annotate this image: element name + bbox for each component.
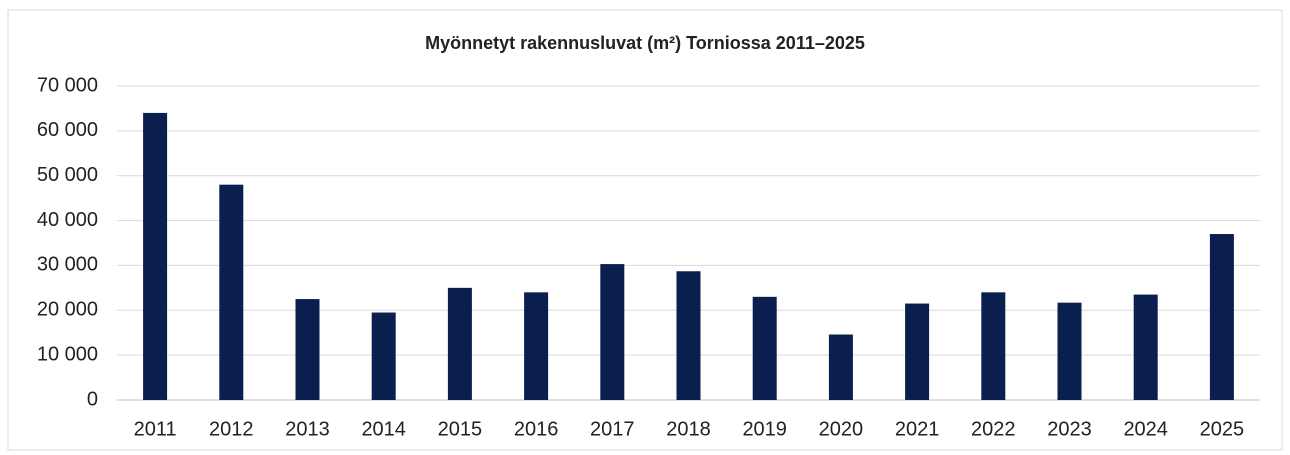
y-tick-label: 50 000 <box>37 164 98 186</box>
y-tick-label: 30 000 <box>37 254 98 276</box>
bar <box>905 303 930 400</box>
x-tick-label: 2021 <box>895 418 940 440</box>
x-tick-label: 2019 <box>742 418 787 440</box>
x-tick-label: 2020 <box>819 418 864 440</box>
bar <box>219 184 244 400</box>
x-tick-label: 2016 <box>514 418 559 440</box>
y-tick-label: 0 <box>87 388 98 410</box>
x-tick-label: 2024 <box>1123 418 1168 440</box>
y-tick-label: 60 000 <box>37 119 98 141</box>
x-tick-label: 2011 <box>134 418 177 440</box>
x-tick-label: 2012 <box>209 418 254 440</box>
x-tick-label: 2013 <box>285 418 330 440</box>
y-tick-label: 40 000 <box>37 209 98 231</box>
x-tick-label: 2022 <box>971 418 1016 440</box>
bar <box>524 292 549 400</box>
bar <box>1057 302 1082 400</box>
x-tick-label: 2018 <box>666 418 711 440</box>
x-tick-label: 2015 <box>438 418 483 440</box>
bar <box>752 296 777 400</box>
x-tick-label: 2023 <box>1047 418 1092 440</box>
bar <box>1133 294 1158 400</box>
y-tick-label: 70 000 <box>37 74 98 96</box>
x-tick-label: 2025 <box>1200 418 1245 440</box>
chart-frame <box>7 9 1283 451</box>
y-tick-label: 10 000 <box>37 343 98 365</box>
x-tick-label: 2014 <box>361 418 406 440</box>
bar <box>371 312 396 400</box>
bar <box>828 334 853 400</box>
bar <box>447 287 472 400</box>
y-tick-label: 20 000 <box>37 299 98 321</box>
bar <box>295 299 320 400</box>
bar <box>981 292 1006 400</box>
bar <box>143 112 168 401</box>
x-tick-label: 2017 <box>590 418 635 440</box>
bar <box>600 264 625 400</box>
chart-title: Myönnetyt rakennusluvat (m²) Torniossa 2… <box>425 33 865 53</box>
bar <box>1209 234 1234 400</box>
bar <box>676 271 701 400</box>
